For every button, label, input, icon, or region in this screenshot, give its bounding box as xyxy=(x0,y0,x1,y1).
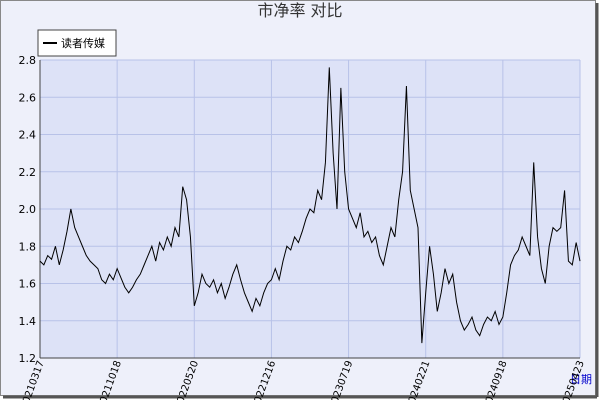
y-tick-label: 1.8 xyxy=(19,240,37,253)
chart-title: 市净率 对比 xyxy=(257,1,342,20)
y-tick-label: 2.2 xyxy=(19,166,37,179)
legend-label: 读者传媒 xyxy=(61,36,105,50)
y-tick-label: 2.8 xyxy=(19,54,37,67)
y-tick-label: 2.4 xyxy=(19,129,37,142)
y-tick-label: 1.2 xyxy=(19,352,37,365)
y-tick-label: 1.4 xyxy=(19,315,37,328)
y-tick-label: 2.0 xyxy=(19,203,37,216)
y-tick-label: 1.6 xyxy=(19,278,37,291)
x-axis-label: 日期 xyxy=(570,373,592,386)
data-line xyxy=(39,67,581,344)
y-tick-label: 2.6 xyxy=(19,91,37,104)
